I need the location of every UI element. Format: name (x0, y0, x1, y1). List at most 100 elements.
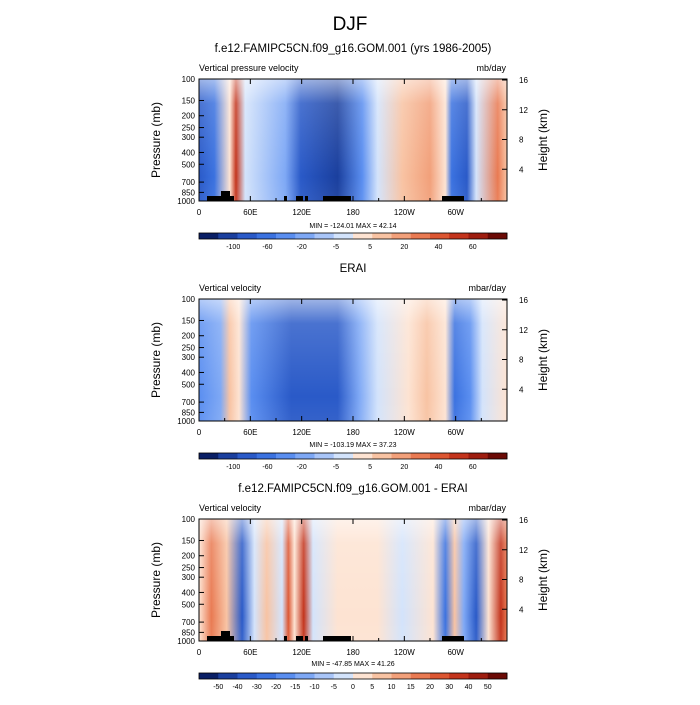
x-tick-label: 60E (243, 208, 257, 217)
colorbar-swatch (468, 233, 489, 239)
y-tick-label: 300 (182, 573, 196, 582)
contour-shading (199, 299, 507, 421)
panel-left-label: Vertical velocity (199, 503, 262, 513)
colorbar-label: -5 (333, 464, 339, 471)
panel-right-label: mbar/day (468, 283, 506, 293)
y2-axis-title: Height (km) (536, 109, 550, 171)
panel-title: f.e12.FAMIPC5CN.f09_g16.GOM.001 (yrs 198… (215, 43, 492, 55)
y-axis-title: Pressure (mb) (149, 322, 163, 398)
colorbar-frame (198, 452, 508, 460)
stats-text: MIN = -124.01 MAX = 42.14 (309, 223, 396, 230)
y-tick-label: 850 (182, 188, 196, 197)
colorbar-label: 60 (469, 244, 477, 251)
colorbar: -100 -60 -20 -5 5 20 40 60 (198, 452, 508, 471)
x-tick-label: 60E (243, 428, 257, 437)
y2-axis-title: Height (km) (536, 549, 550, 611)
colorbar-label: -10 (309, 684, 319, 691)
colorbar-swatch (276, 233, 296, 239)
colorbar-swatch (276, 673, 296, 679)
colorbar-label: -60 (262, 464, 272, 471)
colorbar-swatch (276, 453, 296, 459)
x-tick-label: 0 (197, 648, 202, 657)
y2-tick-label: 4 (519, 165, 524, 174)
panel-left-label: Vertical pressure velocity (199, 63, 299, 73)
colorbar-swatch (256, 453, 277, 459)
y-tick-label: 150 (182, 96, 196, 105)
y-tick-label: 100 (182, 515, 196, 524)
x-tick-label: 60W (447, 208, 464, 217)
colorbar-label: -60 (262, 244, 272, 251)
colorbar-label: 0 (351, 684, 355, 691)
colorbar-swatch (314, 453, 335, 459)
x-tick-label: 120E (292, 208, 311, 217)
panel-1: f.e12.FAMIPC5CN.f09_g16.GOM.001 (yrs 198… (149, 43, 550, 251)
y2-tick-label: 12 (519, 326, 528, 335)
colorbar-label: 30 (445, 684, 453, 691)
stats-text: MIN = -47.85 MAX = 41.26 (311, 661, 394, 668)
y-tick-label: 1000 (177, 417, 195, 426)
x-tick-label: 60W (447, 648, 464, 657)
x-tick-label: 120W (394, 208, 415, 217)
x-tick-label: 120E (292, 648, 311, 657)
panel-right-label: mb/day (476, 63, 506, 73)
colorbar-swatch (237, 453, 258, 459)
y-tick-label: 150 (182, 536, 196, 545)
y-tick-label: 500 (182, 380, 196, 389)
colorbar-label: 5 (368, 464, 372, 471)
y2-axis: 16 12 8 4 (502, 76, 528, 174)
colorbar-label: 40 (465, 684, 473, 691)
colorbar-label: 40 (435, 464, 443, 471)
y-tick-label: 200 (182, 552, 196, 561)
y-tick-label: 250 (182, 124, 196, 133)
y2-tick-label: 4 (519, 605, 524, 614)
y2-tick-label: 8 (519, 576, 524, 585)
x-tick-label: 180 (346, 648, 360, 657)
colorbar-label: -40 (232, 684, 242, 691)
colorbar-swatch (430, 233, 450, 239)
y-axis-title: Pressure (mb) (149, 542, 163, 618)
x-axis: 0 60E 120E 180 120W 60W (197, 299, 482, 437)
y2-tick-label: 4 (519, 385, 524, 394)
colorbar-swatch (468, 453, 489, 459)
colorbar: -100 -60 -20 -5 5 20 40 60 (198, 232, 508, 251)
colorbar-frame (198, 232, 508, 240)
colorbar-swatch (314, 673, 335, 679)
y-tick-label: 700 (182, 398, 196, 407)
panel-2: ERAI Vertical velocity mbar/day 100 150 20… (149, 263, 550, 471)
colorbar-swatch (353, 453, 373, 459)
colorbar-swatch (449, 453, 469, 459)
y2-tick-label: 8 (519, 136, 524, 145)
y-tick-label: 200 (182, 332, 196, 341)
stats-text: MIN = -103.19 MAX = 37.23 (309, 442, 396, 449)
colorbar-swatch (391, 233, 412, 239)
y-tick-label: 500 (182, 600, 196, 609)
y-tick-label: 850 (182, 408, 196, 417)
colorbar: -50 -40 -30 -20 -15 -10 -5 0 5 10 15 20 30 40 50 (198, 672, 508, 691)
colorbar-swatch (487, 673, 508, 679)
x-axis: 0 60E 120E 180 120W 60W (197, 519, 482, 657)
colorbar-swatch (218, 673, 238, 679)
panel-3: f.e12.FAMIPC5CN.f09_g16.GOM.001 - ERAI V… (149, 483, 550, 691)
colorbar-swatch (410, 673, 431, 679)
colorbar-swatch (372, 453, 392, 459)
y-tick-label: 700 (182, 618, 196, 627)
contour-shading (199, 79, 507, 201)
y-tick-label: 100 (182, 295, 196, 304)
y-tick-label: 1000 (177, 637, 195, 646)
colorbar-label: 5 (368, 244, 372, 251)
y2-tick-label: 12 (519, 546, 528, 555)
colorbar-label: -100 (226, 244, 240, 251)
y-tick-label: 700 (182, 178, 196, 187)
y-tick-label: 200 (182, 112, 196, 121)
colorbar-label: 20 (400, 464, 408, 471)
colorbar-swatch (487, 233, 508, 239)
x-axis: 0 60E 120E 180 120W 60W (197, 79, 482, 217)
x-tick-label: 60W (447, 428, 464, 437)
colorbar-swatch (256, 673, 277, 679)
colorbar-label: -5 (331, 684, 337, 691)
colorbar-swatch (256, 233, 277, 239)
